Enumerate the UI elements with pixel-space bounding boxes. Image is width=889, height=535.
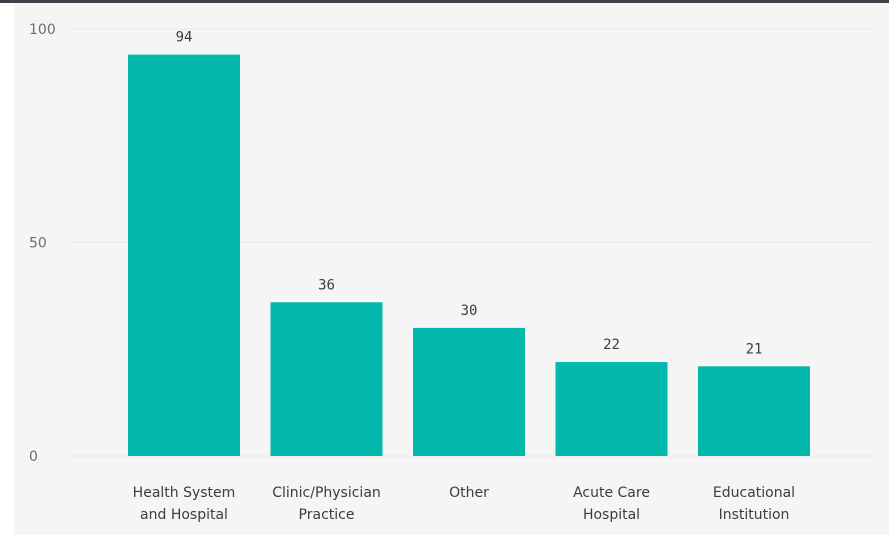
- y-tick-label: 100: [29, 22, 56, 38]
- data-label: 21: [746, 341, 763, 357]
- top-border: [0, 0, 889, 3]
- data-label: 30: [461, 303, 478, 319]
- y-tick-label: 0: [29, 449, 38, 465]
- x-tick-label: Educational Institution: [713, 485, 795, 523]
- data-labels: 94 36 30 22 21: [176, 30, 763, 358]
- x-tick-label: Clinic/Physician Practice: [272, 485, 381, 523]
- x-axis-labels: Health System and Hospital Clinic/Physicia…: [133, 485, 795, 523]
- bar: [555, 362, 668, 456]
- y-tick-label: 50: [29, 236, 47, 252]
- bar: [698, 366, 810, 456]
- x-tick-label: Acute Care Hospital: [573, 485, 650, 523]
- data-label: 22: [603, 337, 620, 353]
- data-label: 36: [318, 277, 335, 293]
- bar: [413, 327, 525, 456]
- data-label: 94: [176, 30, 193, 46]
- x-tick-label: Other: [449, 485, 489, 501]
- x-tick-label: Health System and Hospital: [133, 485, 236, 523]
- bar: [270, 302, 383, 456]
- bar: [128, 54, 240, 457]
- y-axis-ticks: 0 50 100: [29, 22, 56, 465]
- bars: [128, 54, 810, 457]
